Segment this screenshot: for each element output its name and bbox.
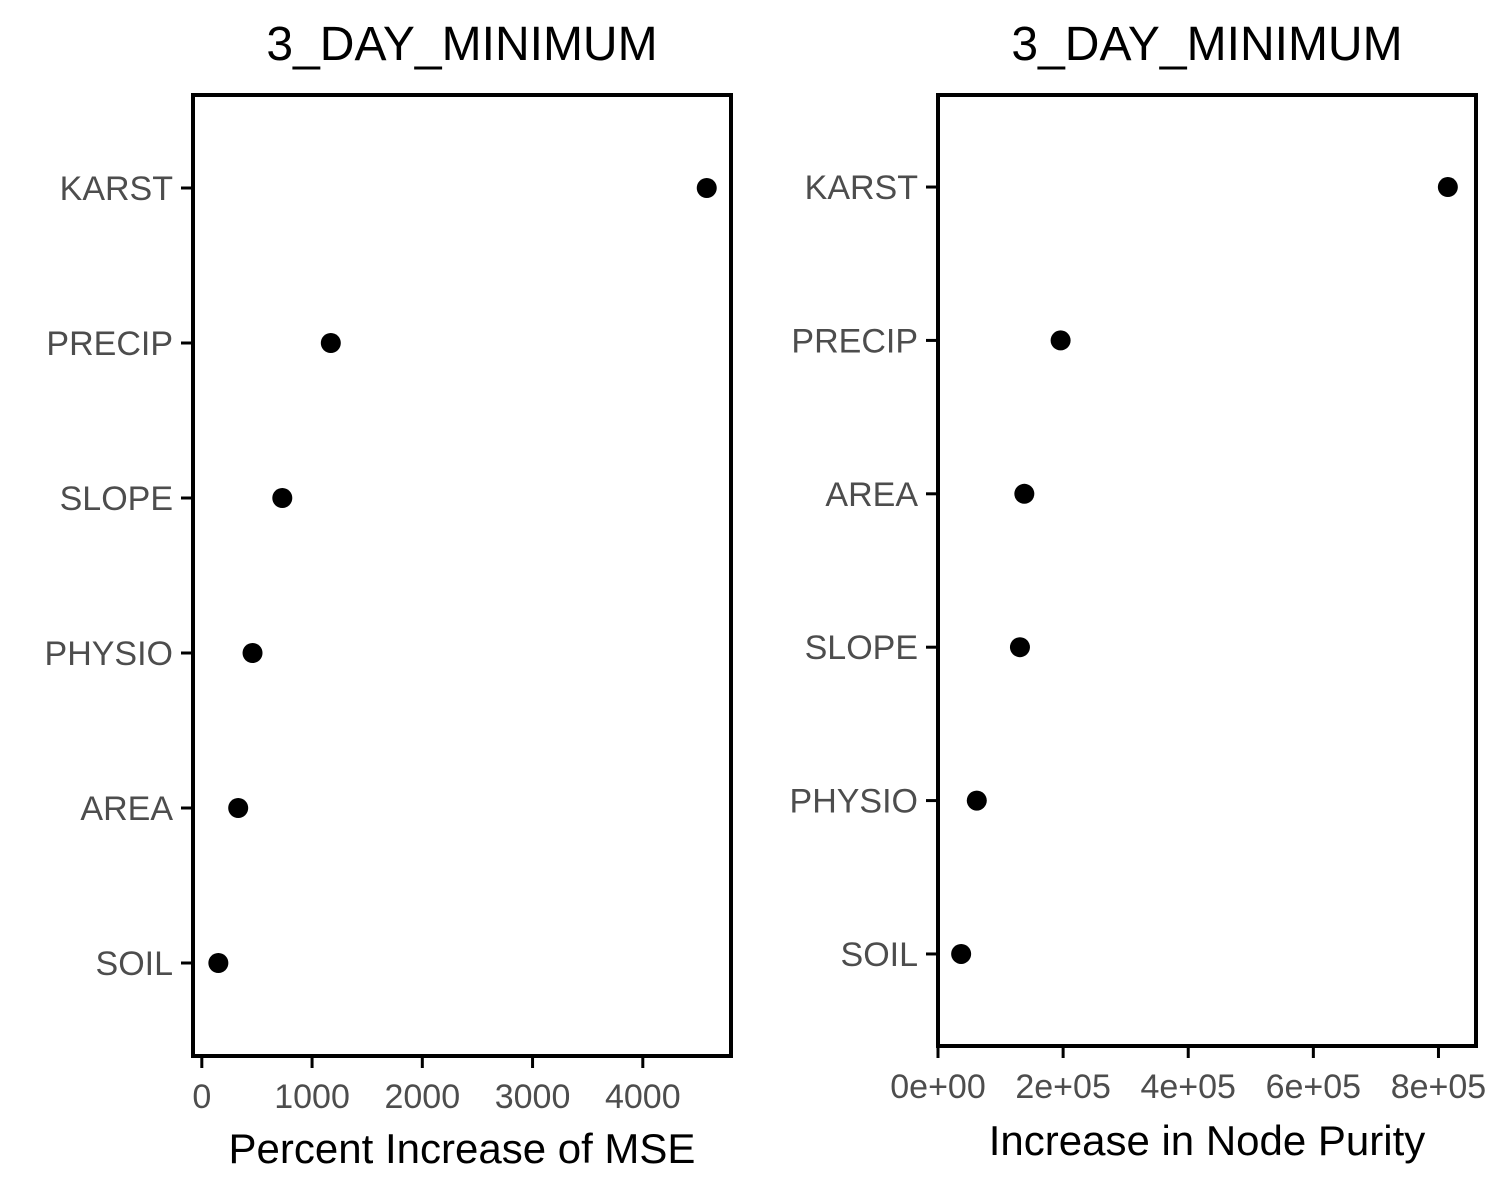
- data-point: [1437, 177, 1458, 198]
- x-tick-label: 4e+05: [1140, 1068, 1236, 1106]
- data-point: [242, 643, 263, 663]
- x-tick-label: 2e+05: [1015, 1068, 1111, 1106]
- plot-panel-border: [936, 93, 1478, 1048]
- x-tick-label: 1000: [274, 1078, 350, 1116]
- data-point: [1009, 637, 1030, 658]
- data-point: [208, 953, 229, 973]
- x-tick-label: 2000: [384, 1078, 460, 1116]
- y-tick-label: SLOPE: [805, 629, 918, 667]
- data-point: [966, 790, 987, 811]
- y-tick-label: KARST: [60, 170, 173, 208]
- y-tick-label: SOIL: [841, 936, 918, 974]
- x-axis-title: Increase in Node Purity: [989, 1117, 1426, 1164]
- y-tick-label: PRECIP: [791, 322, 918, 360]
- data-point: [696, 178, 717, 198]
- y-tick-label: SLOPE: [60, 480, 173, 518]
- y-tick-label: PRECIP: [46, 325, 173, 363]
- x-tick-label: 8e+05: [1391, 1068, 1487, 1106]
- chart-title: 3_DAY_MINIMUM: [266, 18, 657, 71]
- y-tick-label: AREA: [825, 476, 918, 514]
- data-point: [320, 333, 341, 353]
- chart-title: 3_DAY_MINIMUM: [1011, 18, 1402, 71]
- x-tick-label: 0e+00: [890, 1068, 986, 1106]
- data-point: [1050, 330, 1071, 351]
- data-point: [272, 488, 293, 508]
- chart-panel-2: 3_DAY_MINIMUM KARST PRECIP AREA SLOPE PHYSIO S…: [790, 18, 1487, 1164]
- data-point: [1014, 483, 1035, 504]
- x-tick-label: 3000: [495, 1078, 571, 1116]
- data-point: [951, 943, 972, 964]
- x-tick-label: 0: [192, 1078, 211, 1116]
- y-tick-label: SOIL: [96, 945, 173, 983]
- data-point: [228, 798, 249, 818]
- x-tick-label: 6e+05: [1266, 1068, 1362, 1106]
- x-axis-title: Percent Increase of MSE: [229, 1125, 696, 1172]
- y-tick-label: KARST: [805, 169, 918, 207]
- y-tick-label: AREA: [80, 790, 173, 828]
- y-tick-label: PHYSIO: [45, 635, 173, 673]
- x-tick-label: 4000: [605, 1078, 681, 1116]
- plot-panel-border: [191, 93, 733, 1058]
- y-tick-label: PHYSIO: [790, 783, 918, 821]
- chart-panel-1: 3_DAY_MINIMUM KARST PRECIP SLOPE PHYSIO AREA S…: [45, 18, 733, 1172]
